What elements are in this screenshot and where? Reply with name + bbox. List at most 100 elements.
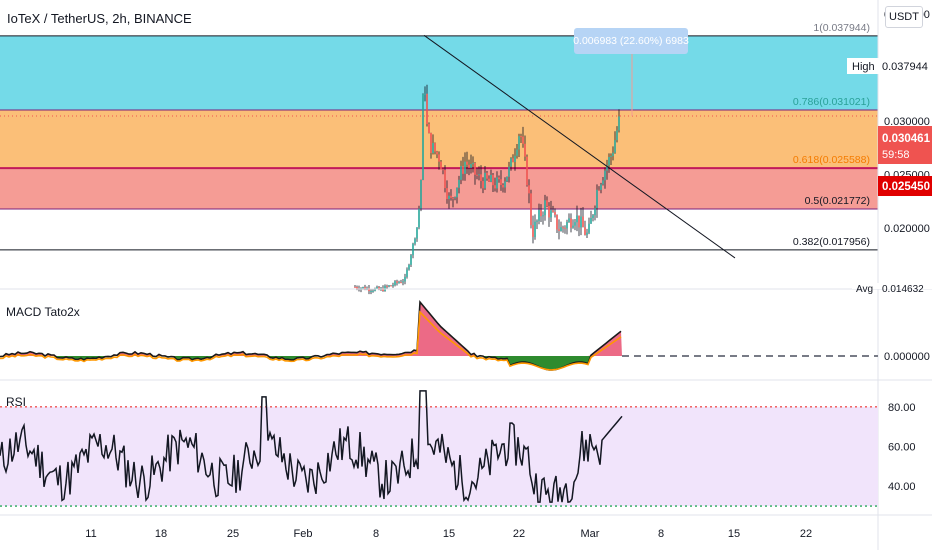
rsi-tick: 40.00: [888, 481, 916, 493]
candle-body: [584, 227, 586, 235]
candle-body: [552, 210, 554, 212]
candle-body: [598, 189, 600, 191]
candle-body: [472, 162, 474, 164]
time-axis-labels: 11 18 25 Feb 8 15 22 Mar 8 15 22: [85, 528, 812, 540]
candle-body: [368, 288, 370, 292]
candle-body: [422, 94, 424, 180]
candle-body: [412, 243, 414, 256]
candle-body: [520, 136, 522, 138]
high-badge-value: 0.037944: [882, 61, 928, 73]
candle-body: [488, 178, 490, 182]
price-tick: 0.020000: [884, 223, 930, 235]
high-badge: High 0.037944: [847, 58, 932, 74]
candle-body: [558, 229, 560, 232]
candle-body: [604, 170, 606, 181]
candle-body: [442, 169, 444, 171]
candle-body: [386, 285, 388, 287]
candle-body: [468, 164, 470, 168]
candle-body: [416, 227, 418, 239]
candle-body: [514, 155, 516, 162]
candle-body: [566, 221, 568, 229]
candle-body: [606, 165, 608, 171]
candle-body: [612, 152, 614, 156]
candle-body: [596, 189, 598, 209]
fib-label: 0.382(0.017956): [793, 236, 870, 248]
candle-body: [382, 288, 384, 292]
candle-body: [424, 93, 426, 95]
candle-body: [578, 215, 580, 228]
candle-body: [378, 287, 380, 290]
time-tick: 18: [155, 528, 167, 540]
candle-body: [494, 185, 496, 189]
rsi-title[interactable]: RSI: [6, 395, 27, 409]
time-tick: 8: [658, 528, 664, 540]
candle-body: [510, 158, 512, 167]
candle-body: [554, 211, 556, 215]
candle-body: [450, 195, 452, 198]
candle-body: [546, 200, 548, 206]
fib-label: 1(0.037944): [813, 22, 870, 34]
candle-body: [502, 184, 504, 188]
candle-body: [436, 151, 438, 155]
fib-label: 0.5(0.021772): [805, 195, 870, 207]
candle-body: [614, 140, 616, 153]
candle-body: [498, 177, 500, 180]
candle-body: [376, 287, 378, 289]
candle-body: [576, 215, 578, 223]
measure-label: 0.006983 (22.60%) 6983: [573, 28, 689, 54]
candle-body: [364, 287, 366, 290]
candle-body: [456, 187, 458, 198]
candle-body: [438, 154, 440, 162]
macd-line: [0, 299, 622, 371]
macd-signal-line: [0, 310, 622, 371]
rsi-pane[interactable]: [0, 390, 878, 507]
price-pane[interactable]: 1(0.037944) 0.786(0.031021) 0.618(0.025588…: [0, 22, 878, 295]
candle-body: [446, 188, 448, 200]
candle-body: [580, 216, 582, 228]
rsi-tick: 60.00: [888, 442, 916, 454]
macd-axis-tick: 0.000000: [884, 351, 930, 363]
candle-body: [374, 288, 376, 291]
time-tick: 25: [227, 528, 239, 540]
time-tick: Mar: [581, 528, 600, 540]
candle-body: [506, 176, 508, 182]
candle-body: [390, 285, 392, 287]
candle-body: [588, 223, 590, 233]
candle-body: [444, 170, 446, 189]
candle-body: [538, 209, 540, 221]
candle-body: [480, 174, 482, 182]
currency-button[interactable]: USDT: [885, 6, 923, 28]
candle-body: [420, 179, 422, 209]
time-tick: 22: [513, 528, 525, 540]
candle-body: [448, 195, 450, 200]
candle-body: [504, 181, 506, 188]
symbol-title[interactable]: IoTeX / TetherUS, 2h, BINANCE: [7, 11, 192, 26]
candle-body: [542, 215, 544, 217]
candle-body: [564, 227, 566, 229]
candle-body: [530, 193, 532, 226]
high-badge-label: High: [852, 61, 875, 73]
macd-pane[interactable]: [0, 299, 878, 371]
candle-body: [410, 255, 412, 265]
fib-label: 0.618(0.025588): [793, 154, 870, 166]
candle-body: [452, 197, 454, 199]
candle-body: [574, 222, 576, 226]
candle-body: [398, 282, 400, 284]
rsi-tick: 80.00: [888, 402, 916, 414]
candle-body: [414, 238, 416, 244]
candle-body: [402, 281, 404, 283]
candle-body: [428, 124, 430, 133]
candle-body: [430, 132, 432, 154]
candle-body: [522, 136, 524, 144]
fib-labels: 1(0.037944) 0.786(0.031021) 0.618(0.025588…: [793, 22, 870, 248]
candle-body: [556, 214, 558, 230]
candle-body: [486, 172, 488, 179]
candle-body: [540, 209, 542, 217]
candle-body: [406, 269, 408, 277]
candle-body: [548, 205, 550, 218]
avg-badge-value: 0.014632: [882, 284, 924, 295]
macd-title[interactable]: MACD Tato2x: [6, 305, 80, 319]
candle-body: [470, 163, 472, 168]
